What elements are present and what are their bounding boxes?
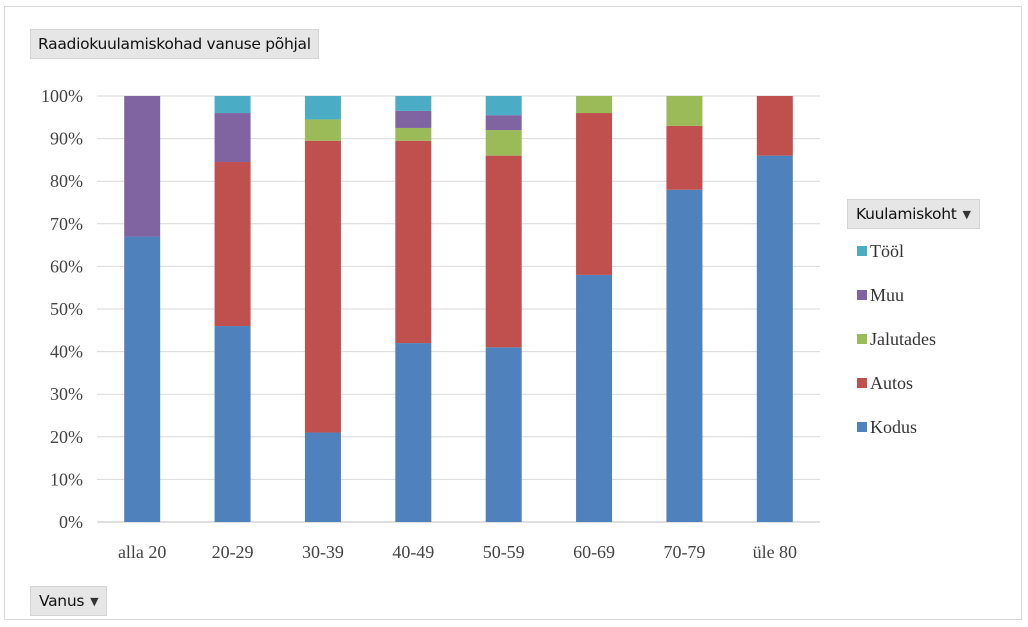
x-tick-label: 40-49 — [392, 542, 434, 562]
bar-segment[interactable] — [395, 110, 432, 128]
bar-segment[interactable] — [304, 96, 341, 120]
legend-label: Kodus — [870, 417, 918, 437]
axis-field-button[interactable]: Vanus ▼ — [30, 586, 108, 616]
x-tick-label: 50-59 — [483, 542, 525, 562]
y-tick-label: 70% — [50, 214, 83, 234]
x-tick-label: 60-69 — [573, 542, 615, 562]
bar-segment[interactable] — [666, 189, 703, 522]
x-tick-label: 30-39 — [302, 542, 344, 562]
legend-item[interactable]: Tööl — [857, 241, 904, 261]
y-tick-label: 20% — [50, 427, 83, 447]
y-tick-label: 60% — [50, 256, 83, 276]
bar-segment[interactable] — [485, 96, 522, 116]
bar-segment[interactable] — [576, 96, 613, 114]
bar-segment[interactable] — [304, 140, 341, 433]
legend-label: Muu — [870, 285, 905, 305]
legend-swatch — [857, 334, 867, 344]
legend-swatch — [857, 422, 867, 432]
legend-swatch — [857, 246, 867, 256]
legend-item[interactable]: Kodus — [857, 417, 917, 437]
legend-field-button[interactable]: Kuulamiskoht ▼ — [847, 199, 980, 229]
bar-segment[interactable] — [485, 115, 522, 131]
legend-label: Jalutades — [870, 329, 936, 349]
x-tick-label: 20-29 — [212, 542, 254, 562]
chevron-down-icon: ▼ — [90, 595, 99, 608]
bar-segment[interactable] — [395, 343, 432, 522]
x-tick-label: alla 20 — [118, 542, 166, 562]
bar-segment[interactable] — [214, 326, 251, 522]
chart-title: Raadiokuulamiskohad vanuse põhjal — [38, 35, 311, 53]
bar-segment[interactable] — [124, 236, 161, 522]
bar-segment[interactable] — [214, 113, 251, 163]
legend-item[interactable]: Muu — [857, 285, 904, 305]
legend-label: Tööl — [870, 241, 904, 261]
legend-title: Kuulamiskoht — [856, 205, 957, 223]
bar-segment[interactable] — [395, 127, 432, 141]
bar-segment[interactable] — [666, 96, 703, 126]
bar-segment[interactable] — [214, 162, 251, 327]
chart-title-field-button[interactable]: Raadiokuulamiskohad vanuse põhjal — [30, 29, 319, 59]
chevron-down-icon: ▼ — [962, 208, 971, 221]
legend-label: Autos — [870, 373, 914, 393]
y-tick-label: 100% — [41, 86, 83, 106]
bar-segment[interactable] — [576, 274, 613, 522]
bar-segment[interactable] — [666, 125, 703, 190]
bar-segment[interactable] — [485, 155, 522, 348]
y-tick-label: 10% — [50, 469, 83, 489]
bar-segment[interactable] — [395, 140, 432, 344]
legend-swatch — [857, 378, 867, 388]
bar-segment[interactable] — [304, 432, 341, 522]
y-tick-label: 40% — [50, 342, 83, 362]
y-tick-label: 30% — [50, 384, 83, 404]
x-tick-label: 70-79 — [663, 542, 705, 562]
y-tick-label: 80% — [50, 171, 83, 191]
x-tick-label: üle 80 — [753, 542, 798, 562]
y-tick-label: 90% — [50, 129, 83, 149]
y-tick-label: 0% — [59, 512, 83, 532]
x-axis-title: Vanus — [39, 592, 85, 610]
bar-segment[interactable] — [485, 347, 522, 522]
bar-segment[interactable] — [124, 96, 161, 237]
bar-segment[interactable] — [756, 96, 793, 156]
bar-segment[interactable] — [576, 113, 613, 275]
legend-item[interactable]: Jalutades — [857, 329, 936, 349]
bar-segment[interactable] — [485, 130, 522, 156]
bar-segment[interactable] — [214, 96, 251, 114]
bar-segment[interactable] — [756, 155, 793, 522]
legend-item[interactable]: Autos — [857, 373, 913, 393]
bar-segment[interactable] — [395, 96, 432, 111]
y-tick-label: 50% — [50, 299, 83, 319]
legend-swatch — [857, 290, 867, 300]
bar-segment[interactable] — [304, 119, 341, 141]
